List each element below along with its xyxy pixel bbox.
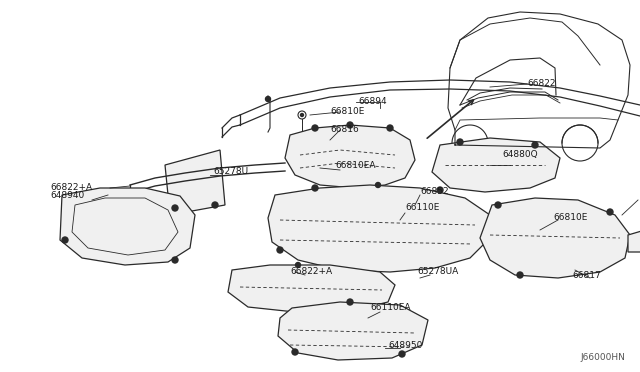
Text: 648940: 648940 — [50, 190, 84, 199]
Text: 66816: 66816 — [330, 125, 359, 135]
Circle shape — [296, 263, 301, 267]
Polygon shape — [480, 198, 630, 278]
Text: 66810E: 66810E — [330, 108, 364, 116]
Polygon shape — [628, 230, 640, 252]
Circle shape — [212, 202, 218, 208]
Polygon shape — [285, 125, 415, 188]
Circle shape — [387, 125, 393, 131]
Text: 66822+A: 66822+A — [50, 183, 92, 192]
Circle shape — [437, 187, 443, 193]
Text: 66852: 66852 — [420, 187, 449, 196]
Circle shape — [312, 125, 318, 131]
Circle shape — [277, 247, 283, 253]
Circle shape — [312, 185, 318, 191]
Text: 66110EA: 66110EA — [370, 304, 410, 312]
Circle shape — [62, 237, 68, 243]
Text: 65278UA: 65278UA — [417, 267, 458, 276]
Polygon shape — [60, 188, 195, 265]
Circle shape — [607, 209, 613, 215]
Circle shape — [347, 122, 353, 128]
Circle shape — [495, 202, 501, 208]
Circle shape — [301, 113, 303, 116]
Text: 64880Q: 64880Q — [502, 151, 538, 160]
Polygon shape — [278, 302, 428, 360]
Circle shape — [172, 257, 178, 263]
Text: 66110E: 66110E — [405, 203, 440, 212]
Text: 66894: 66894 — [358, 97, 387, 106]
Circle shape — [292, 349, 298, 355]
Circle shape — [399, 351, 405, 357]
Polygon shape — [165, 150, 225, 215]
Polygon shape — [432, 138, 560, 192]
Circle shape — [517, 272, 523, 278]
Circle shape — [532, 142, 538, 148]
Circle shape — [457, 139, 463, 145]
Text: 66810EA: 66810EA — [335, 160, 376, 170]
Text: 66810E: 66810E — [553, 214, 588, 222]
Text: 66822: 66822 — [527, 80, 556, 89]
Polygon shape — [268, 185, 490, 272]
Circle shape — [376, 183, 381, 187]
Text: 648950: 648950 — [388, 340, 422, 350]
Text: 66822+A: 66822+A — [290, 267, 332, 276]
Text: 65278U: 65278U — [213, 167, 248, 176]
Polygon shape — [228, 265, 395, 312]
Text: 66817: 66817 — [572, 270, 601, 279]
Circle shape — [172, 205, 178, 211]
Circle shape — [266, 96, 271, 102]
Circle shape — [347, 299, 353, 305]
Text: J66000HN: J66000HN — [580, 353, 625, 362]
